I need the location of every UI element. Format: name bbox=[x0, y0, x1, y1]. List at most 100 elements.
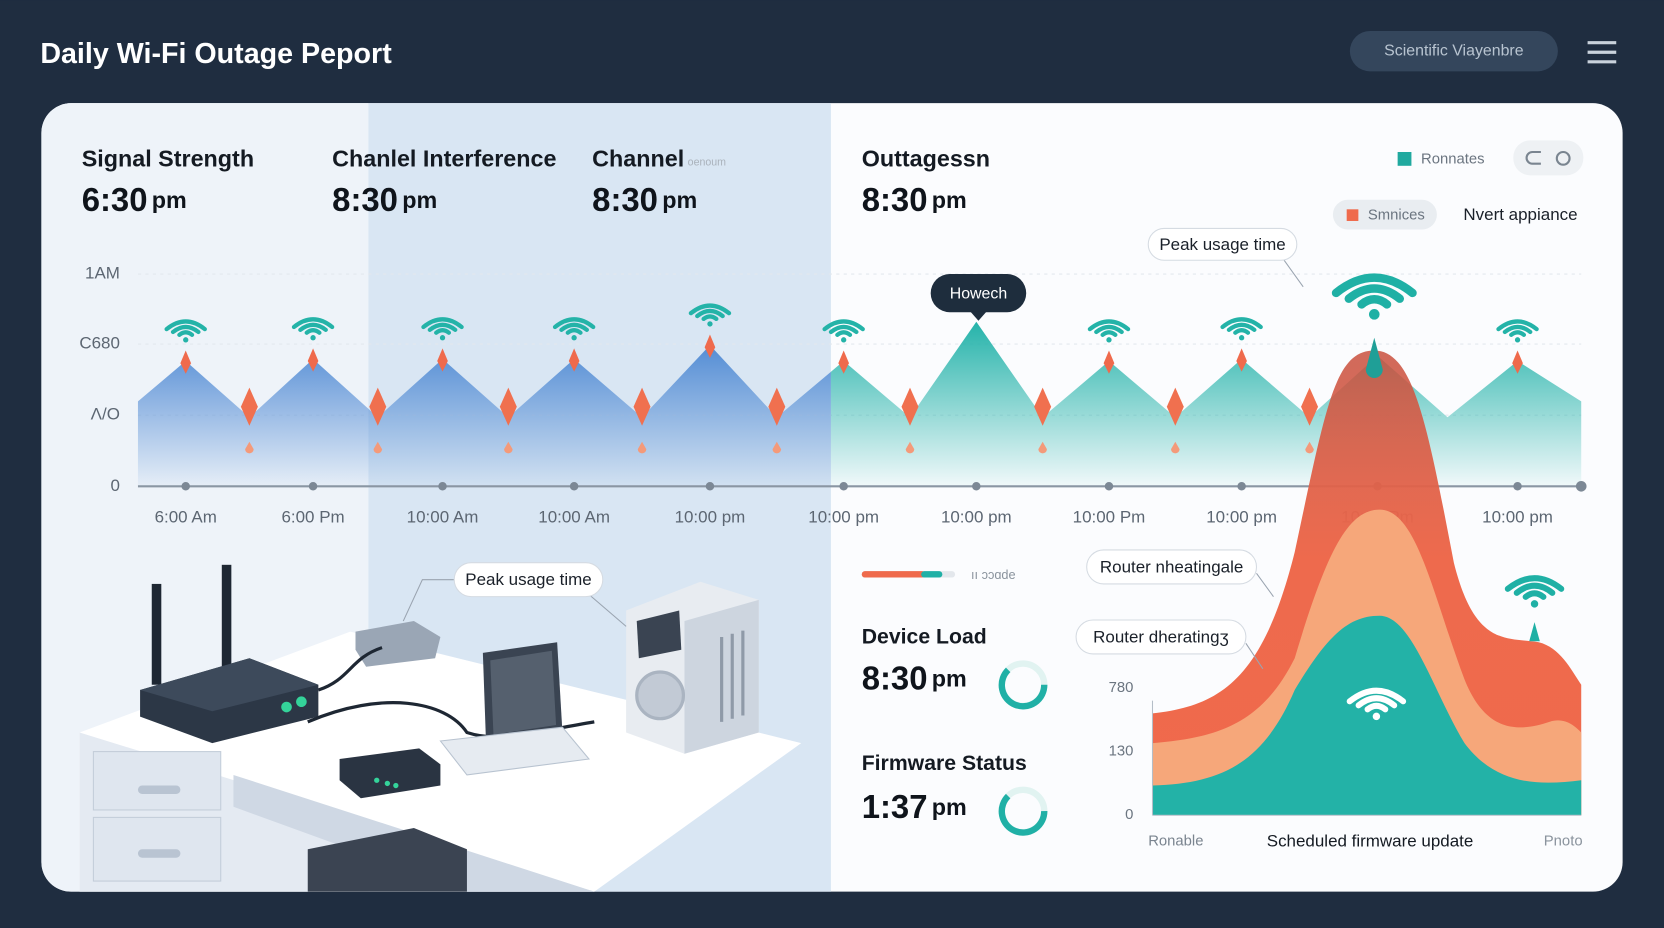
wifi-icon bbox=[1220, 317, 1263, 341]
wifi-arc bbox=[1496, 319, 1539, 332]
legend-swatch bbox=[1346, 209, 1359, 221]
illustration bbox=[79, 564, 802, 892]
wifi-arc bbox=[1233, 328, 1251, 335]
wifi-arc bbox=[177, 330, 195, 337]
marker-diamond bbox=[240, 387, 258, 426]
wifi-icon bbox=[688, 303, 732, 327]
wifi-arc bbox=[688, 303, 732, 316]
metric-label: Chanlel Interference bbox=[332, 146, 556, 172]
marker-drop bbox=[1038, 441, 1047, 454]
wifi-arc bbox=[1344, 284, 1404, 303]
title: Daily Wi-Fi Outage Peport bbox=[40, 38, 392, 70]
wifi-dot bbox=[841, 337, 847, 343]
wifi-dot bbox=[310, 335, 316, 341]
area-teal bbox=[1152, 615, 1582, 816]
header-button-label[interactable]: Scientific Viayenbre bbox=[1384, 42, 1524, 59]
marker-drop bbox=[1103, 350, 1115, 374]
marker-drop bbox=[1512, 350, 1523, 374]
wifi-arc bbox=[1331, 273, 1417, 298]
x-tick bbox=[839, 482, 848, 491]
metric-time: 8:30 bbox=[592, 181, 658, 218]
legend-pill[interactable] bbox=[1332, 199, 1437, 230]
metric-time: 6:30 bbox=[82, 181, 148, 218]
metric-value: 8:30 pm bbox=[592, 181, 697, 218]
wifi-dot bbox=[1530, 600, 1539, 608]
wifi-arc bbox=[559, 322, 589, 332]
metric-suffix: pm bbox=[402, 187, 437, 213]
metric-time: 1:37 bbox=[862, 788, 928, 825]
marker-drop bbox=[504, 441, 513, 454]
x-tick bbox=[1513, 482, 1522, 491]
wifi-dot bbox=[1106, 337, 1112, 343]
progress-fill bbox=[861, 571, 926, 578]
marker-drop bbox=[1305, 441, 1314, 454]
x-axis-label: 10:00 pm bbox=[941, 508, 1012, 527]
y-axis-label: C680 bbox=[79, 334, 120, 353]
legend-item[interactable]: Ronnates bbox=[1421, 151, 1485, 167]
wifi-arc bbox=[701, 314, 719, 322]
metric-value: 8:30 pm bbox=[862, 181, 967, 218]
x-axis-label: 10:00 pm bbox=[808, 508, 879, 527]
wifi-arc bbox=[170, 324, 201, 335]
wifi-arc bbox=[1087, 319, 1131, 332]
leader-line bbox=[402, 579, 455, 622]
wifi-arc bbox=[164, 319, 207, 332]
metric-suffix: pm bbox=[932, 187, 967, 213]
metric-label: Channel bbox=[592, 146, 684, 172]
leader-line bbox=[588, 594, 627, 627]
x-axis-label: 10:00 pm bbox=[675, 508, 746, 527]
callout-text: Router nheatingale bbox=[1100, 557, 1243, 576]
callout bbox=[1147, 227, 1298, 261]
marker-diamond bbox=[901, 387, 919, 426]
wifi-arc bbox=[1357, 295, 1392, 309]
legend-item[interactable]: Smnices bbox=[1368, 208, 1425, 224]
callout-text: Peak usage time bbox=[465, 570, 591, 589]
wifi-arc bbox=[835, 330, 853, 337]
wifi-arc bbox=[304, 328, 322, 335]
menu-icon[interactable] bbox=[1587, 41, 1617, 64]
wifi-arc bbox=[427, 322, 458, 332]
wifi-icon bbox=[1331, 273, 1417, 320]
wifi-arc bbox=[565, 328, 583, 335]
marker-drop bbox=[568, 348, 580, 372]
header-button[interactable] bbox=[1349, 31, 1558, 72]
marker-drop bbox=[180, 350, 192, 374]
toggle-icon bbox=[1525, 150, 1541, 165]
wifi-arc bbox=[552, 317, 596, 330]
x-tick bbox=[569, 482, 579, 491]
metric-time: 8:30 bbox=[862, 181, 928, 218]
toggle[interactable] bbox=[1513, 140, 1584, 176]
marker-diamond bbox=[499, 387, 517, 426]
wifi-dot bbox=[439, 335, 446, 341]
y-axis-label: Λ/Ο bbox=[91, 405, 120, 424]
marker-drop bbox=[307, 348, 319, 372]
marker-drop bbox=[437, 348, 448, 372]
callout bbox=[1086, 549, 1258, 585]
status-label: Device Load bbox=[862, 626, 987, 649]
wifi-icon bbox=[421, 317, 464, 341]
marker-drop bbox=[704, 334, 716, 358]
wifi-arc bbox=[434, 328, 452, 335]
toggle-icon bbox=[1555, 150, 1571, 166]
wifi-arc bbox=[1522, 590, 1547, 600]
wifi-icon bbox=[1087, 319, 1131, 343]
x-tick bbox=[1104, 482, 1114, 491]
wifi-icon bbox=[1496, 319, 1539, 343]
wifi-icon bbox=[1504, 575, 1565, 608]
metric-suffix: pm bbox=[152, 187, 187, 213]
wifi-arc bbox=[1100, 330, 1118, 337]
marker-drop bbox=[1236, 348, 1247, 372]
legend-swatch bbox=[1397, 152, 1412, 166]
marker-diamond bbox=[1301, 387, 1319, 426]
metric-time: 8:30 bbox=[862, 659, 928, 696]
wifi-arc bbox=[1513, 582, 1556, 596]
wifi-arc bbox=[1509, 330, 1527, 337]
y-axis-label: 780 bbox=[1109, 680, 1134, 696]
wifi-arc bbox=[298, 322, 328, 332]
status-label: Firmware Status bbox=[862, 752, 1027, 775]
wifi-arc bbox=[1504, 575, 1565, 592]
wifi-arc bbox=[1502, 324, 1533, 335]
wifi-dot bbox=[1368, 309, 1380, 320]
x-tick bbox=[972, 482, 981, 491]
